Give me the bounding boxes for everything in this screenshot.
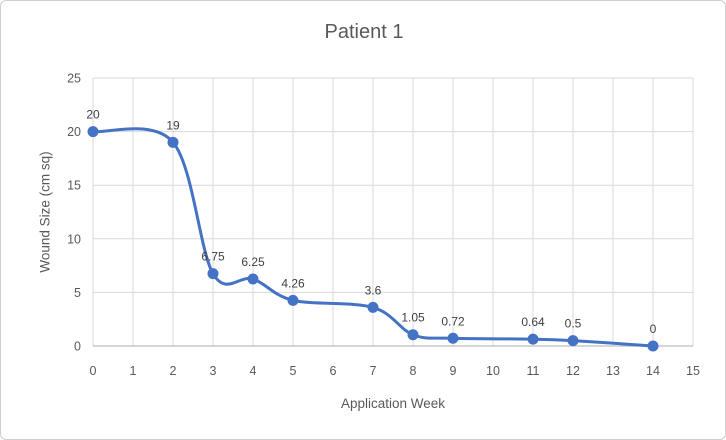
x-tick-label: 11 <box>527 364 540 378</box>
data-point <box>527 333 539 345</box>
x-tick-label: 9 <box>450 364 457 378</box>
chart-title: Patient 1 <box>324 21 404 43</box>
x-tick-label: 13 <box>606 364 620 378</box>
y-tick-label: 10 <box>67 232 81 246</box>
data-point <box>87 126 99 138</box>
x-tick-label: 12 <box>566 364 580 378</box>
y-tick-label: 25 <box>67 72 81 86</box>
data-point <box>367 301 379 313</box>
data-point-label: 0.5 <box>565 317 582 331</box>
x-axis-title: Application Week <box>340 396 446 411</box>
y-tick-label: 20 <box>67 125 81 139</box>
x-tick-label: 1 <box>130 364 137 378</box>
data-point-label: 19 <box>166 118 180 132</box>
data-point-label: 6.25 <box>241 255 265 269</box>
data-point-label: 3.6 <box>365 283 382 297</box>
data-point <box>167 136 179 148</box>
y-tick-label: 15 <box>67 179 81 193</box>
series-line <box>91 127 655 348</box>
y-tick-labels: 0 5 10 15 20 25 <box>67 72 81 354</box>
x-tick-label: 15 <box>686 364 700 378</box>
x-tick-label: 14 <box>646 364 660 378</box>
data-point <box>447 332 459 344</box>
x-tick-label: 8 <box>410 364 417 378</box>
data-points <box>87 126 659 352</box>
data-point-label: 0.64 <box>521 315 545 329</box>
data-point-label: 6.75 <box>201 250 225 264</box>
data-point-label: 0.72 <box>441 314 465 328</box>
x-tick-label: 2 <box>170 364 177 378</box>
x-tick-label: 10 <box>486 364 500 378</box>
data-point-label: 20 <box>86 108 100 122</box>
data-point-label: 1.05 <box>401 311 425 325</box>
x-tick-label: 7 <box>370 364 377 378</box>
x-tick-label: 4 <box>250 364 257 378</box>
x-tick-label: 5 <box>290 364 297 378</box>
data-point-label: 4.26 <box>281 276 305 290</box>
data-point-labels: 20 19 6.75 6.25 4.26 3.6 1.05 0.72 0.64 0.5 0 <box>86 108 656 336</box>
x-tick-labels: 0 1 2 3 4 5 6 7 8 9 10 11 12 13 14 15 <box>90 364 700 378</box>
data-point <box>287 294 299 306</box>
y-tick-label: 5 <box>74 286 81 300</box>
y-tick-label: 0 <box>74 340 81 354</box>
data-point <box>207 268 219 280</box>
data-point-label: 0 <box>650 322 657 336</box>
data-point <box>567 335 579 347</box>
data-point <box>407 329 419 341</box>
x-tick-label: 3 <box>210 364 217 378</box>
x-tick-label: 6 <box>330 364 337 378</box>
y-axis-title: Wound Size (cm sq) <box>37 151 53 273</box>
gridlines <box>92 77 694 346</box>
x-tick-label: 0 <box>90 364 97 378</box>
data-point <box>647 340 659 352</box>
data-point <box>247 273 259 285</box>
